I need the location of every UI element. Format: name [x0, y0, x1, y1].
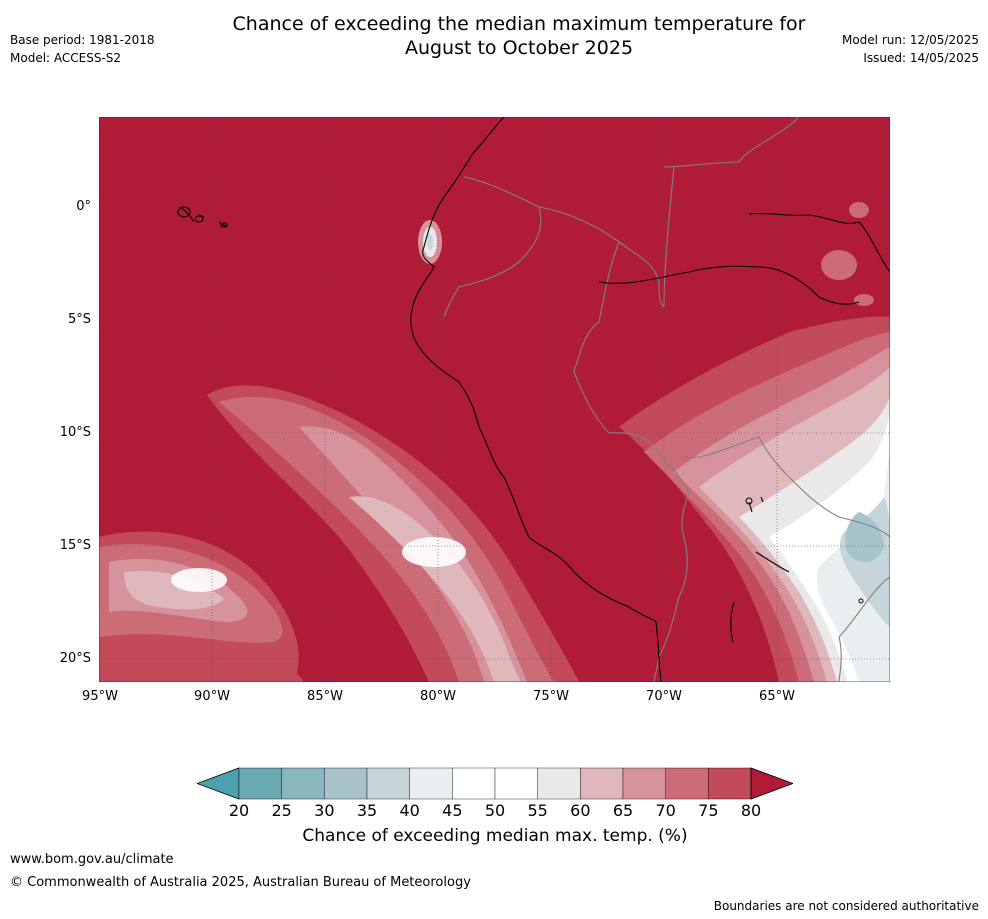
shading-30-east [845, 512, 884, 563]
legend-swatch [622, 767, 666, 800]
longitude-label-70w: 70°W [646, 689, 682, 704]
shading-neutral-southwest-core [171, 568, 227, 592]
metadata-left: Base period: 1981-2018 Model: ACCESS-S2 [10, 31, 155, 67]
graticule [99, 117, 890, 682]
country-borders [443, 117, 890, 682]
shading-75-southedge [179, 655, 304, 682]
legend-tick-label: 40 [399, 801, 420, 820]
shading-60-band [349, 496, 521, 682]
legend-swatch [708, 767, 752, 800]
amazon-anomaly-b [849, 202, 869, 218]
footer-note: Boundaries are not considered authoritat… [713, 899, 979, 913]
longitude-label-65w: 65°W [759, 689, 795, 704]
legend-swatch [537, 767, 581, 800]
title-line-2: August to October 2025 [404, 37, 634, 59]
longitude-label-90w: 90°W [194, 689, 230, 704]
latitude-label-10s: 10°S [59, 425, 91, 440]
model-run: Model run: 12/05/2025 [841, 33, 979, 47]
model-name: Model: ACCESS-S2 [10, 51, 122, 65]
longitude-label-75w: 75°W [533, 689, 569, 704]
legend-tick-label: 65 [612, 801, 634, 820]
latitude-label-5s: 5°S [67, 312, 91, 327]
latitude-label-15s: 15°S [59, 538, 91, 553]
legend-tick-label: 70 [655, 801, 676, 820]
legend-tick-label: 30 [314, 801, 335, 820]
shading-neutral-band-core [402, 537, 466, 567]
coastlines [178, 117, 890, 682]
probability-map [99, 117, 890, 682]
legend-swatch [494, 767, 538, 800]
amazon-anomaly-c [854, 294, 874, 306]
longitude-label-85w: 85°W [307, 689, 343, 704]
legend-tick-label: 25 [271, 801, 292, 820]
title-line-1: Chance of exceeding the median maximum t… [232, 13, 806, 35]
legend-colorbar [197, 767, 793, 800]
longitude-label-95w: 95°W [82, 689, 118, 704]
legend-swatch [452, 767, 496, 800]
issued-date: Issued: 14/05/2025 [863, 51, 979, 65]
legend-tick-label: 45 [442, 801, 463, 820]
metadata-right: Model run: 12/05/2025 Issued: 14/05/2025 [842, 31, 979, 67]
coastal-anomaly-core [427, 234, 433, 250]
legend-extend-high [750, 767, 793, 800]
legend-tick-label: 20 [228, 801, 250, 820]
latitude-label-20s: 20°S [59, 651, 91, 666]
legend-tick-label: 35 [356, 801, 378, 820]
legend-swatch [665, 767, 709, 800]
lakes-and-islands [177, 206, 864, 604]
legend-swatch [324, 767, 368, 800]
legend-swatch [409, 767, 453, 800]
shading-60-southwest [124, 571, 224, 610]
legend-swatch [281, 767, 325, 800]
legend-swatch [366, 767, 410, 800]
amazon-anomaly-a [821, 250, 857, 280]
longitude-label-80w: 80°W [420, 689, 456, 704]
legend-tick-label: 75 [698, 801, 719, 820]
legend-tick-label: 55 [527, 801, 548, 820]
legend-tick-label: 60 [570, 801, 591, 820]
legend-tick-label: 50 [484, 801, 506, 820]
legend-label: Chance of exceeding median max. temp. (%… [302, 826, 688, 846]
footer-url: www.bom.gov.au/climate [10, 852, 174, 867]
legend-extend-low [197, 767, 240, 800]
latitude-label-0: 0° [76, 199, 91, 214]
map-title: Chance of exceeding the median maximum t… [150, 12, 888, 60]
footer-copyright: © Commonwealth of Australia 2025, Austra… [10, 875, 471, 890]
legend-tick-label: 80 [740, 801, 762, 820]
base-period: Base period: 1981-2018 [10, 33, 155, 47]
legend-swatch [238, 767, 282, 800]
legend-swatch [580, 767, 624, 800]
